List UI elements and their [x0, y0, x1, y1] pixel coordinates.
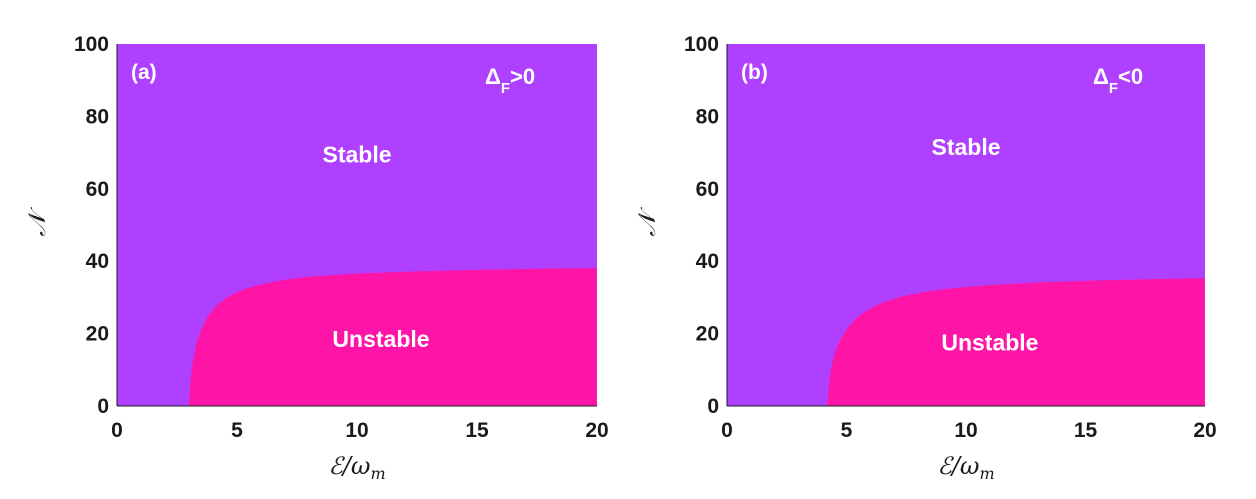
- delta-relation: >0: [510, 64, 535, 89]
- x-tick-label: 10: [954, 419, 977, 442]
- panel-label: (a): [131, 61, 157, 84]
- x-tick-label: 15: [1074, 419, 1098, 442]
- y-tick-label: 100: [74, 33, 109, 56]
- y-axis-title: 𝒩: [633, 207, 661, 237]
- y-tick-label: 80: [696, 105, 719, 128]
- x-axis-title-sub: m: [980, 464, 995, 483]
- y-tick-label: 80: [86, 105, 109, 128]
- panel-label: (b): [741, 61, 768, 84]
- x-axis-title-sub: m: [371, 464, 386, 483]
- delta-annotation: ΔF<0: [1093, 64, 1143, 97]
- delta-symbol: Δ: [1093, 64, 1109, 89]
- delta-subscript: F: [501, 80, 510, 97]
- y-axis-title: 𝒩: [23, 207, 51, 237]
- y-tick-label: 20: [86, 323, 109, 346]
- y-tick-label: 60: [696, 178, 719, 201]
- x-axis-title-main: ℰ/ω: [328, 452, 370, 480]
- x-axis-title: ℰ/ωm: [328, 452, 385, 483]
- x-tick-label: 5: [841, 419, 853, 442]
- chart-panel-b: Stable Unstable (b) ΔF<0 0 5 10 15 20 0 20 40 60 80 10…: [633, 33, 1217, 483]
- x-tick-label: 0: [111, 419, 123, 442]
- unstable-region: [189, 268, 597, 406]
- delta-annotation: ΔF>0: [485, 64, 535, 97]
- x-tick-label: 15: [465, 419, 489, 442]
- delta-relation: <0: [1118, 64, 1143, 89]
- y-tick-label: 0: [707, 395, 719, 418]
- x-tick-label: 20: [585, 419, 608, 442]
- y-tick-label: 40: [86, 250, 109, 273]
- x-tick-label: 20: [1193, 419, 1216, 442]
- delta-symbol: Δ: [485, 64, 501, 89]
- delta-subscript: F: [1109, 80, 1118, 97]
- y-tick-label: 100: [684, 33, 719, 56]
- y-tick-label: 40: [696, 250, 719, 273]
- region-label-unstable: Unstable: [941, 330, 1038, 356]
- x-axis-title-main: ℰ/ω: [937, 452, 979, 480]
- x-tick-label: 0: [721, 419, 733, 442]
- x-tick-label: 5: [231, 419, 243, 442]
- region-label-unstable: Unstable: [332, 326, 429, 352]
- chart-panel-a: Stable Unstable (a) ΔF>0 0 5 10 15 20 0 20 40 60 80 10…: [23, 33, 609, 483]
- y-tick-label: 20: [696, 323, 719, 346]
- region-label-stable: Stable: [322, 141, 391, 167]
- region-label-stable: Stable: [931, 134, 1000, 160]
- x-tick-label: 10: [345, 419, 368, 442]
- y-tick-label: 0: [97, 395, 109, 418]
- unstable-region: [827, 278, 1205, 406]
- y-tick-label: 60: [86, 178, 109, 201]
- x-axis-title: ℰ/ωm: [937, 452, 994, 483]
